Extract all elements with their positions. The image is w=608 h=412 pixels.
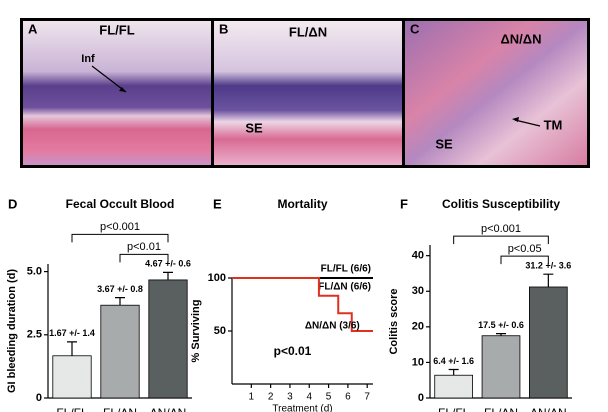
x-tick-label: FL/FL (438, 406, 470, 412)
panel-label: FL/FL (99, 22, 134, 37)
y-tick-label: 20 (412, 321, 424, 333)
y-tick-label: 0 (418, 392, 424, 404)
value-label: 6.4 +/- 1.6 (433, 356, 474, 366)
panel-label: TM (544, 117, 563, 132)
chart-title: Mortality (277, 197, 327, 211)
y-tick-label: 40 (412, 250, 424, 262)
value-label: 31.2 +/- 3.6 (525, 261, 571, 271)
error-bar (163, 271, 173, 280)
panel-letter: C (410, 21, 420, 36)
x-tick-label: FL/ΔN (484, 406, 518, 412)
bar (100, 304, 140, 399)
bar (529, 286, 568, 399)
significance-label: p<0.001 (100, 221, 140, 233)
x-tick-label: 2 (268, 392, 274, 403)
panel-letter: E (213, 196, 222, 211)
panel-letter: D (8, 196, 17, 211)
panel-label: Inf (81, 53, 95, 65)
significance-label: p<0.001 (481, 223, 521, 235)
value-label: 3.67 +/- 0.8 (97, 284, 143, 294)
x-tick-label: FL/ΔN (103, 406, 137, 412)
y-tick-label: 30 (412, 285, 424, 297)
significance-label: p<0.05 (508, 243, 542, 255)
bar (52, 355, 92, 399)
y-tick-label: 2.5 (27, 329, 42, 341)
error-bar (496, 332, 506, 336)
series-label: ΔN/ΔN (3/6) (305, 321, 360, 332)
error-bar (115, 297, 125, 306)
y-tick-label: 5.0 (27, 265, 42, 277)
x-tick-label: 3 (287, 392, 293, 403)
chart-title: Fecal Occult Blood (66, 197, 175, 211)
significance-label: p<0.01 (127, 241, 161, 253)
bar (481, 335, 521, 399)
chart-title: Colitis Susceptibility (442, 197, 560, 211)
panel-label: FL/ΔN (289, 24, 327, 39)
significance-bracket (453, 235, 549, 245)
x-tick-label: ΔN/ΔN (530, 406, 567, 412)
y-tick-label: 100 (208, 272, 226, 284)
significance-bracket (500, 255, 549, 265)
bar (434, 374, 474, 399)
bar (148, 279, 188, 399)
panel-letter: B (219, 21, 228, 36)
y-tick-label: 10 (412, 356, 424, 368)
x-tick-label: 7 (364, 392, 370, 403)
arrow (91, 65, 127, 93)
x-tick-label: 1 (249, 392, 255, 403)
y-axis-label: GI bleeding duration (d) (6, 269, 18, 393)
x-tick-label: ΔN/ΔN (150, 406, 187, 412)
series-label: FL/ΔN (6/6) (318, 282, 371, 293)
arrow-head (119, 87, 126, 92)
value-label: 17.5 +/- 0.6 (478, 320, 524, 330)
arrow (514, 119, 541, 127)
histology-image (405, 21, 587, 165)
error-bar (543, 273, 554, 287)
y-axis-label: % Surviving (190, 300, 202, 363)
histology-image (23, 21, 211, 165)
y-tick-label: 50 (214, 325, 226, 337)
y-axis-label: Colitis score (388, 288, 400, 354)
value-label: 4.67 +/- 0.6 (145, 259, 191, 269)
panel-letter: F (400, 196, 408, 211)
arrow-head (512, 117, 519, 122)
panel-label: ΔN/ΔN (500, 31, 541, 46)
series-label: FL/FL (6/6) (321, 264, 371, 275)
survival-line (232, 277, 373, 332)
x-tick-label: FL/FL (56, 406, 88, 412)
significance-bracket (119, 253, 169, 263)
x-tick-label: 5 (326, 392, 332, 403)
panel-label: SE (435, 136, 453, 151)
error-bar (67, 341, 77, 356)
annotation: p<0.01 (274, 344, 312, 358)
histology-image (214, 21, 402, 165)
x-tick-label: 6 (345, 392, 351, 403)
panel-label: SE (245, 120, 263, 135)
value-label: 1.67 +/- 1.4 (49, 328, 95, 338)
x-axis-label: Treatment (d) (272, 404, 332, 412)
x-tick-label: 4 (306, 392, 312, 403)
panel-letter: A (28, 21, 38, 36)
significance-bracket (71, 233, 169, 243)
error-bar (448, 368, 459, 376)
y-tick-label: 0 (36, 392, 42, 404)
